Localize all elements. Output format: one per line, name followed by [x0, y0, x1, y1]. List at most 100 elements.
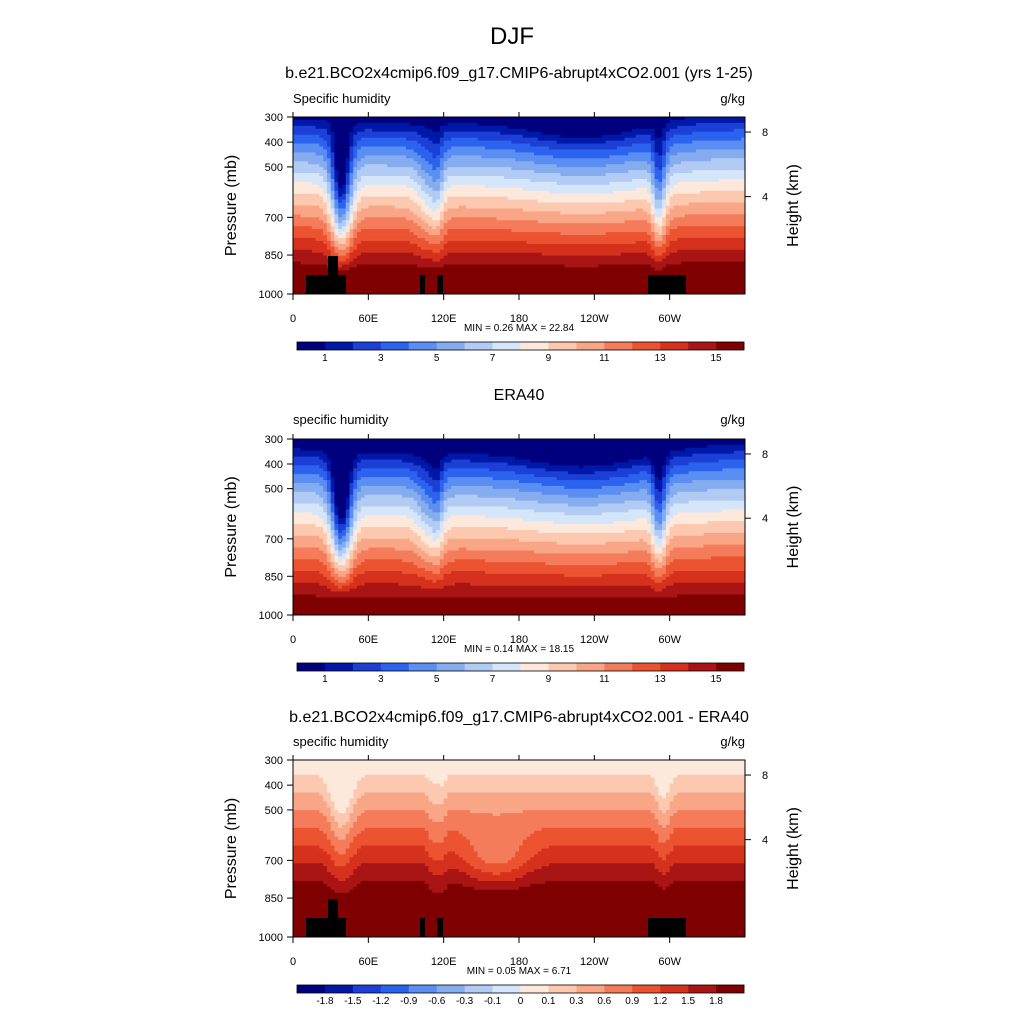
- contour-cell: [650, 167, 656, 171]
- contour-cell: [654, 178, 659, 183]
- contour-cell: [338, 550, 347, 554]
- contour-cell: [654, 229, 663, 233]
- contour-cell: [677, 810, 745, 814]
- contour-cell: [662, 217, 667, 221]
- contour-cell: [326, 483, 332, 487]
- contour-cell: [650, 158, 656, 162]
- contour-cell: [669, 161, 682, 165]
- contour-cell: [353, 565, 358, 569]
- colorbar-label: -1.8: [316, 996, 334, 1007]
- contour-cell: [406, 485, 422, 490]
- contour-cell: [447, 167, 513, 171]
- colorbar-swatch: [380, 663, 410, 671]
- contour-cell: [326, 217, 332, 221]
- contour-cell: [654, 562, 667, 566]
- colorbar-swatch: [352, 342, 382, 350]
- contour-cell: [556, 164, 607, 168]
- contour-cell: [492, 813, 501, 817]
- contour-cell: [662, 146, 667, 151]
- contour-cell: [564, 264, 599, 269]
- x-tick-label: 120W: [580, 634, 609, 646]
- contour-cell: [323, 459, 332, 464]
- contour-cell: [334, 801, 351, 805]
- contour-cell: [349, 562, 354, 566]
- contour-cell: [326, 226, 332, 230]
- contour-cell: [330, 512, 336, 516]
- contour-cell: [293, 878, 339, 882]
- contour-cell: [534, 170, 629, 174]
- contour-cell: [330, 184, 336, 189]
- contour-field: [293, 760, 745, 937]
- contour-cell: [357, 211, 415, 215]
- contour-cell: [293, 762, 745, 767]
- contour-cell: [665, 246, 745, 251]
- contour-cell: [443, 529, 449, 534]
- contour-cell: [722, 509, 745, 513]
- contour-cell: [654, 223, 659, 227]
- colorbar-label: 9: [546, 674, 552, 685]
- contour-cell: [338, 573, 347, 578]
- contour-cell: [353, 158, 362, 162]
- contour-cell: [428, 830, 449, 835]
- contour-cell: [443, 152, 535, 156]
- contour-cell: [319, 184, 328, 189]
- panel-title: b.e21.BCO2x4cmip6.f09_g17.CMIP6-abrupt4x…: [289, 709, 749, 726]
- colorbar-swatch: [380, 342, 410, 350]
- contour-cell: [567, 471, 595, 475]
- contour-cell: [360, 562, 415, 566]
- contour-cell: [364, 515, 407, 519]
- contour-cell: [665, 125, 678, 130]
- contour-cell: [424, 237, 445, 242]
- contour-cell: [326, 494, 332, 499]
- contour-cell: [447, 777, 656, 782]
- contour-cell: [443, 585, 652, 590]
- contour-cell: [338, 199, 343, 204]
- contour-cell: [665, 255, 745, 260]
- contour-cell: [669, 488, 708, 493]
- contour-cell: [436, 199, 445, 204]
- contour-cell: [353, 223, 358, 227]
- contour-cell: [360, 137, 407, 142]
- contour-cell: [541, 483, 626, 487]
- contour-cell: [330, 795, 354, 799]
- colorbar-label: 5: [434, 353, 440, 364]
- contour-cell: [485, 860, 509, 864]
- contour-cell: [293, 264, 328, 269]
- contour-cell: [326, 585, 339, 590]
- contour-cell: [345, 158, 351, 162]
- contour-cell: [436, 208, 445, 212]
- contour-cell: [334, 819, 351, 823]
- contour-cell: [409, 240, 430, 245]
- contour-cell: [436, 226, 445, 230]
- contour-cell: [353, 208, 358, 212]
- contour-cell: [330, 140, 336, 145]
- contour-cell: [330, 521, 336, 525]
- contour-cell: [353, 488, 362, 493]
- contour-cell: [654, 477, 659, 481]
- contour-cell: [319, 535, 328, 540]
- contour-cell: [673, 456, 745, 461]
- contour-cell: [654, 220, 663, 224]
- contour-cell: [334, 146, 351, 151]
- contour-cell: [293, 819, 328, 823]
- contour-cell: [647, 518, 652, 522]
- contour-cell: [353, 211, 358, 215]
- contour-cell: [650, 544, 656, 549]
- contour-cell: [338, 196, 347, 201]
- contour-cell: [650, 205, 656, 210]
- contour-cell: [654, 267, 663, 271]
- contour-cell: [323, 880, 362, 885]
- colorbar-label: -1.5: [344, 996, 362, 1007]
- contour-cell: [424, 774, 449, 779]
- contour-cell: [345, 821, 354, 826]
- contour-cell: [439, 532, 445, 537]
- contour-cell: [349, 199, 354, 204]
- contour-cell: [669, 181, 678, 186]
- contour-cell: [428, 474, 441, 478]
- contour-cell: [334, 553, 339, 557]
- contour-cell: [443, 223, 652, 227]
- contour-cell: [443, 184, 452, 189]
- contour-cell: [326, 128, 332, 133]
- contour-cell: [326, 509, 332, 513]
